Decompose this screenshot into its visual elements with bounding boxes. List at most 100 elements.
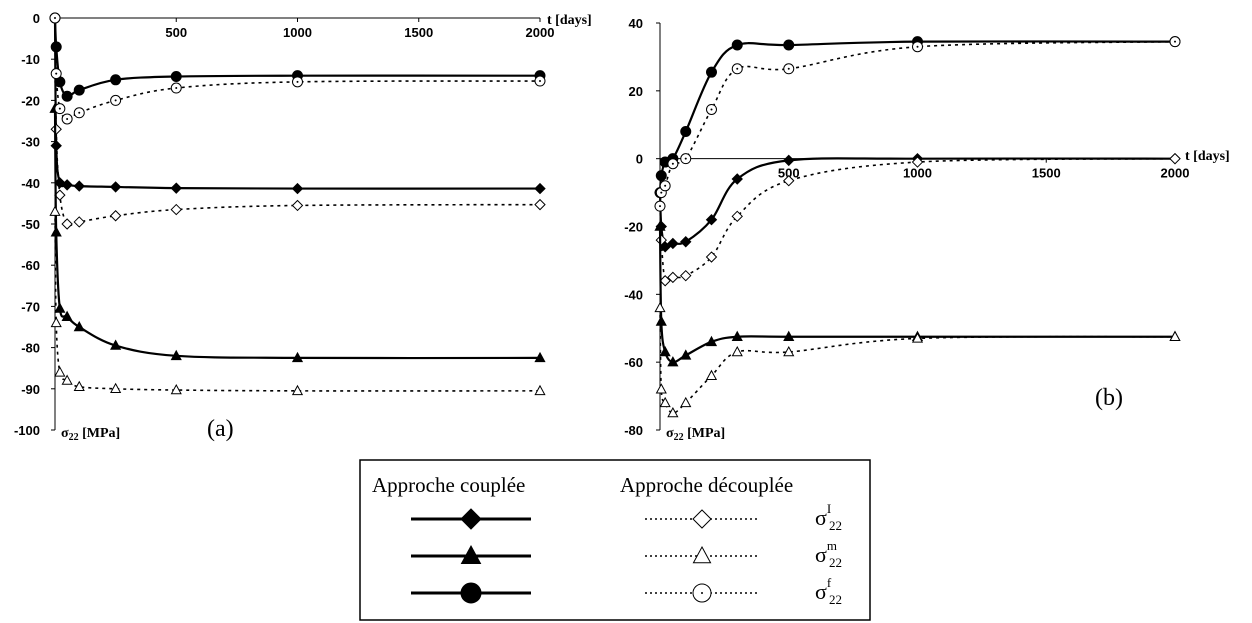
legend-row-f: σf 22 (411, 575, 842, 607)
series-m_decoupled-b (654, 301, 1181, 418)
point-f_decoupled-b-dot (671, 162, 674, 165)
point-f_decoupled-b-dot (660, 191, 663, 194)
point-m_decoupled-b (680, 396, 692, 408)
point-f_coupled-a (170, 71, 182, 83)
series-m_decoupled-a (49, 205, 546, 396)
point-I_decoupled-a (534, 198, 546, 211)
point-m_coupled-a (534, 351, 546, 363)
x-axis-title-b: t [days] (1185, 149, 1230, 164)
point-m_coupled-a (50, 226, 62, 237)
point-f_coupled-a (73, 84, 85, 96)
x-tick-label-b: 1000 (903, 166, 932, 181)
series-f_decoupled-b (654, 36, 1181, 212)
point-I_coupled-a (73, 180, 85, 192)
legend-label-m: σm 22 (815, 538, 842, 570)
point-m_coupled-a (61, 310, 73, 321)
point-f_decoupled-b-dot (684, 157, 687, 160)
point-I_decoupled-a (61, 218, 73, 230)
legend-rows: σI 22 σm 22 σf 22 (411, 501, 842, 607)
series-line-f_decoupled-b (659, 40, 1176, 207)
point-m_coupled-a (110, 339, 122, 350)
point-I_decoupled-b (667, 271, 679, 284)
x-tick-label-a: 1000 (283, 25, 312, 40)
point-m_coupled-a (54, 302, 66, 313)
legend-marker-coupled-f (460, 582, 482, 604)
legend-marker-coupled-m (460, 544, 482, 564)
y-tick-label-a: -10 (21, 52, 40, 67)
point-I_coupled-a (61, 179, 73, 191)
point-f_decoupled-b-dot (664, 184, 667, 187)
chart-panel-b: 40 20 0 -20 -40 -60 -80 500 1000 1500 2000 t [days]… (624, 16, 1230, 443)
point-m_decoupled-a (54, 366, 66, 377)
point-I_decoupled-b (731, 210, 743, 223)
point-m_decoupled-a (50, 316, 62, 328)
point-I_decoupled-a (170, 203, 182, 216)
point-f_coupled-a (110, 74, 122, 86)
point-I_decoupled-a (291, 199, 304, 212)
x-tick-label-b: 2000 (1161, 166, 1190, 181)
point-m_coupled-a (291, 351, 304, 363)
x-tick-label-b: 500 (778, 166, 800, 181)
point-I_coupled-a (170, 182, 182, 194)
point-m_coupled-b (731, 330, 743, 341)
y-tick-label-a: 0 (33, 11, 40, 26)
point-m_decoupled-b (783, 345, 795, 357)
point-f_coupled-b (680, 126, 692, 138)
point-I_decoupled-b (1169, 152, 1181, 165)
point-m_decoupled-b (654, 301, 666, 313)
point-I_decoupled-b (783, 175, 795, 187)
point-f_decoupled-b-dot (916, 45, 919, 48)
point-I_decoupled-a (73, 216, 85, 228)
point-m_coupled-b (783, 330, 795, 341)
point-f_decoupled-a-dot (539, 80, 541, 83)
point-m_decoupled-b (1169, 330, 1181, 341)
point-m_decoupled-b (667, 406, 679, 418)
point-m_coupled-b (659, 345, 671, 357)
point-f_decoupled-b-dot (1174, 40, 1176, 43)
chart-panel-a: 0 -10 -20 -30 -40 -50 -60 -70 -80 -90 -100 500 1000 1… (14, 11, 592, 443)
point-I_decoupled-b (680, 269, 692, 282)
point-I_decoupled-a (109, 210, 122, 222)
point-f_coupled-a (61, 90, 73, 102)
point-I_decoupled-b (911, 156, 924, 168)
point-m_decoupled-b (655, 383, 667, 394)
legend-label-f: σf 22 (815, 575, 842, 607)
legend-marker-decoupled-m (692, 545, 712, 564)
point-m_decoupled-a (61, 374, 73, 385)
point-m_decoupled-b (911, 332, 924, 343)
point-f_decoupled-a-dot (54, 17, 56, 19)
point-f_decoupled-a-dot (78, 111, 81, 114)
y-tick-label-b: -20 (624, 220, 643, 235)
series-f_decoupled-a (49, 12, 546, 125)
legend-row-I: σI 22 (411, 501, 842, 533)
point-m_decoupled-a (110, 382, 122, 394)
x-tick-label-a: 1500 (404, 25, 433, 40)
point-I_coupled-b (705, 214, 718, 226)
legend-marker-decoupled-I (692, 509, 712, 529)
point-m_decoupled-a (73, 380, 85, 391)
legend-header-decoupled: Approche découplée (620, 473, 793, 497)
point-m_coupled-b (680, 349, 692, 360)
x-tick-label-b: 1500 (1032, 166, 1061, 181)
series-m_coupled-b (654, 220, 1181, 367)
point-f_coupled-b (655, 170, 667, 182)
point-m_decoupled-a (534, 384, 546, 396)
point-I_coupled-b (731, 173, 743, 185)
series-m_coupled-a (49, 102, 546, 363)
y-tick-label-b: -60 (624, 355, 643, 370)
point-m_decoupled-a (49, 205, 61, 216)
point-m_coupled-b (655, 315, 667, 326)
legend-frame (359, 459, 871, 621)
y-tick-label-a: -80 (21, 341, 40, 356)
series-I_coupled-a (49, 12, 546, 195)
y-tick-label-a: -60 (21, 258, 40, 273)
series-line-m_coupled-a (53, 108, 541, 360)
x-tick-label-a: 500 (165, 25, 187, 40)
point-f_decoupled-a-dot (58, 107, 61, 110)
point-f_decoupled-a-dot (296, 80, 299, 83)
y-tick-label-a: -90 (21, 382, 40, 397)
point-f_decoupled-b-dot (710, 108, 713, 111)
y-tick-label-a: -100 (14, 423, 40, 438)
point-f_decoupled-b-dot (787, 67, 790, 70)
